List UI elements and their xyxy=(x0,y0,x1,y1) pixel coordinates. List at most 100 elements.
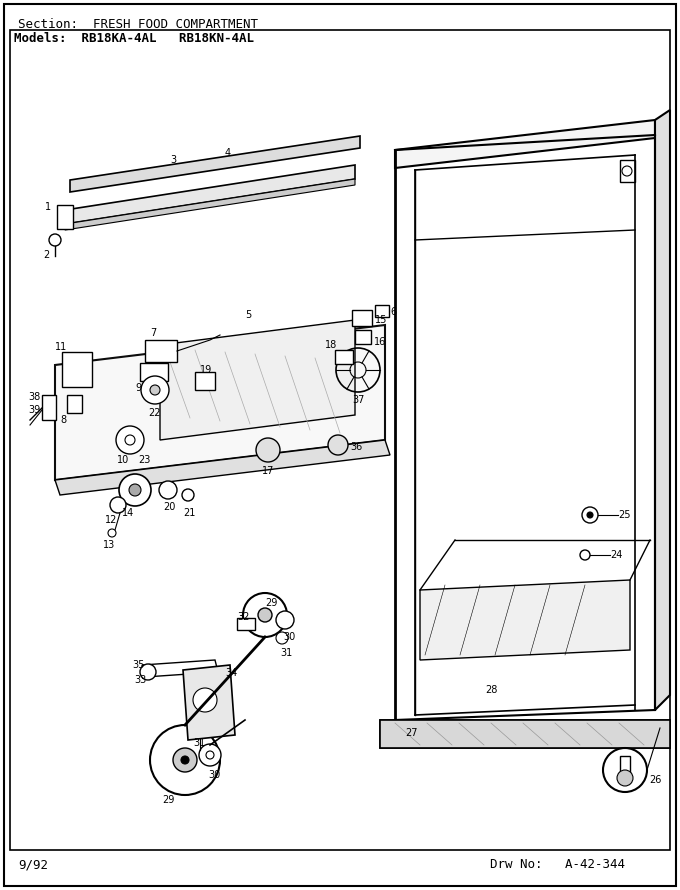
Text: 25: 25 xyxy=(618,510,630,520)
Text: 20: 20 xyxy=(163,502,175,512)
Circle shape xyxy=(582,507,598,523)
Circle shape xyxy=(622,166,632,176)
Text: 8: 8 xyxy=(60,415,66,425)
Text: 34: 34 xyxy=(225,668,237,678)
Text: 12: 12 xyxy=(105,515,118,525)
Bar xyxy=(140,363,168,381)
Circle shape xyxy=(108,529,116,537)
Bar xyxy=(62,352,92,387)
Text: 6: 6 xyxy=(390,307,396,317)
Bar xyxy=(145,340,177,362)
Circle shape xyxy=(119,474,151,506)
Bar xyxy=(237,618,255,630)
Polygon shape xyxy=(183,665,235,740)
Circle shape xyxy=(125,435,135,445)
Text: 28: 28 xyxy=(485,685,497,695)
Text: 5: 5 xyxy=(245,310,251,320)
Circle shape xyxy=(199,744,221,766)
Text: 22: 22 xyxy=(148,408,160,418)
Text: 26: 26 xyxy=(649,775,662,785)
Circle shape xyxy=(328,435,348,455)
Circle shape xyxy=(49,234,61,246)
Circle shape xyxy=(150,385,160,395)
Circle shape xyxy=(173,748,197,772)
Polygon shape xyxy=(55,325,385,480)
Text: 10: 10 xyxy=(117,455,129,465)
Circle shape xyxy=(110,497,126,513)
Bar xyxy=(67,395,82,413)
Text: 33: 33 xyxy=(134,675,146,685)
Text: 13: 13 xyxy=(103,540,115,550)
Polygon shape xyxy=(655,110,670,710)
Text: 31: 31 xyxy=(193,738,205,748)
Polygon shape xyxy=(55,440,390,495)
Text: 16: 16 xyxy=(374,337,386,347)
Text: 31: 31 xyxy=(280,648,292,658)
Circle shape xyxy=(193,688,217,712)
Circle shape xyxy=(206,751,214,759)
Bar xyxy=(355,330,371,344)
Bar xyxy=(380,720,670,748)
Polygon shape xyxy=(420,580,630,660)
Text: 4: 4 xyxy=(225,148,231,158)
Circle shape xyxy=(243,593,287,637)
Circle shape xyxy=(129,484,141,496)
Circle shape xyxy=(587,512,593,518)
Text: 27: 27 xyxy=(405,728,418,738)
Text: 37: 37 xyxy=(352,395,364,405)
Circle shape xyxy=(181,756,189,764)
Text: 30: 30 xyxy=(283,632,295,642)
Circle shape xyxy=(617,770,633,786)
Text: 18: 18 xyxy=(325,340,337,350)
Text: 15: 15 xyxy=(375,315,388,325)
Circle shape xyxy=(580,550,590,560)
Circle shape xyxy=(150,725,220,795)
Circle shape xyxy=(116,426,144,454)
Circle shape xyxy=(141,376,169,404)
Text: 30: 30 xyxy=(208,770,220,780)
Bar xyxy=(195,725,205,737)
Bar xyxy=(380,720,670,748)
Text: Drw No:   A-42-344: Drw No: A-42-344 xyxy=(490,858,625,871)
Text: 3: 3 xyxy=(170,155,176,165)
Bar xyxy=(42,395,56,420)
Polygon shape xyxy=(65,179,355,230)
Text: 1: 1 xyxy=(45,202,51,212)
Bar xyxy=(335,350,353,364)
Text: 36: 36 xyxy=(350,442,362,452)
Polygon shape xyxy=(142,660,218,677)
Text: Models:  RB18KA-4AL   RB18KN-4AL: Models: RB18KA-4AL RB18KN-4AL xyxy=(14,32,254,45)
Circle shape xyxy=(182,489,194,501)
Bar xyxy=(352,310,372,326)
Text: 9: 9 xyxy=(135,383,141,393)
Text: 38: 38 xyxy=(28,392,40,402)
Circle shape xyxy=(276,611,294,629)
Polygon shape xyxy=(65,165,355,224)
Bar xyxy=(375,305,389,317)
Text: 2: 2 xyxy=(43,250,49,260)
Text: 14: 14 xyxy=(122,508,134,518)
Polygon shape xyxy=(57,205,73,229)
Circle shape xyxy=(256,438,280,462)
Polygon shape xyxy=(160,320,355,440)
Text: 11: 11 xyxy=(55,342,67,352)
Circle shape xyxy=(276,632,288,644)
Circle shape xyxy=(140,664,156,680)
Bar xyxy=(620,756,630,774)
Bar xyxy=(195,372,215,390)
Text: 7: 7 xyxy=(150,328,156,338)
Text: 29: 29 xyxy=(162,795,174,805)
Text: 21: 21 xyxy=(183,508,195,518)
Text: 17: 17 xyxy=(262,466,274,476)
Text: 29: 29 xyxy=(265,598,277,608)
Circle shape xyxy=(159,481,177,499)
Polygon shape xyxy=(395,120,655,168)
Text: 39: 39 xyxy=(28,405,40,415)
Text: 9/92: 9/92 xyxy=(18,858,48,871)
Bar xyxy=(620,160,635,182)
Text: 32: 32 xyxy=(237,612,250,622)
Text: 35: 35 xyxy=(132,660,144,670)
Text: 24: 24 xyxy=(610,550,622,560)
Text: Section:  FRESH FOOD COMPARTMENT: Section: FRESH FOOD COMPARTMENT xyxy=(18,18,258,31)
Polygon shape xyxy=(70,136,360,192)
